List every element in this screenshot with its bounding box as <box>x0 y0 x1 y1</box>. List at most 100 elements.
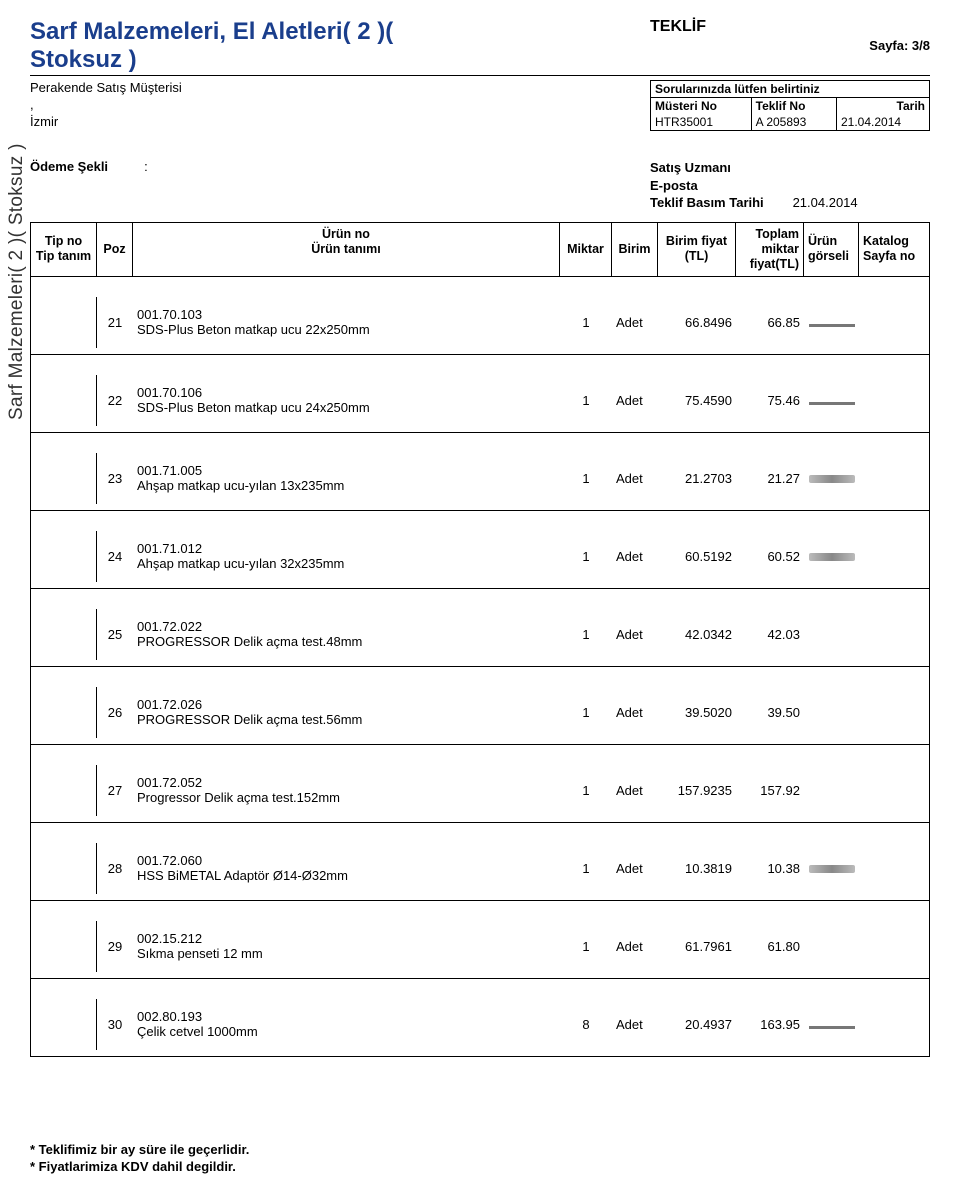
cell-katalog <box>859 788 929 792</box>
th-tip2: Tip tanım <box>36 249 91 264</box>
th-top1: Toplam <box>755 227 799 242</box>
footer-line2: * Fiyatlarimiza KDV dahil degildir. <box>30 1158 249 1176</box>
cell-birim-fiyat: 42.0342 <box>658 625 736 644</box>
product-image-icon <box>809 865 855 873</box>
divider <box>30 75 930 76</box>
cell-birim-fiyat: 60.5192 <box>658 547 736 566</box>
cell-gorsel <box>804 632 859 636</box>
cell-toplam: 61.80 <box>736 937 804 956</box>
customer-type: Perakende Satış Müşterisi <box>30 80 650 97</box>
cell-miktar: 1 <box>560 781 612 800</box>
v-teklif: A 205893 <box>752 114 837 130</box>
product-desc: Çelik cetvel 1000mm <box>137 1024 556 1039</box>
cell-tip <box>31 609 97 660</box>
cell-katalog <box>859 710 929 714</box>
product-code: 002.15.212 <box>137 931 556 946</box>
cell-urun: 002.80.193Çelik cetvel 1000mm <box>133 1007 560 1041</box>
cell-birim: Adet <box>612 547 658 566</box>
product-code: 001.72.052 <box>137 775 556 790</box>
cell-tip <box>31 921 97 972</box>
cell-tip <box>31 687 97 738</box>
product-image-icon <box>809 324 855 327</box>
basim-label: Teklif Basım Tarihi <box>650 195 764 210</box>
cell-birim-fiyat: 20.4937 <box>658 1015 736 1034</box>
product-code: 001.72.022 <box>137 619 556 634</box>
footer-notes: * Teklifimiz bir ay süre ile geçerlidir.… <box>30 1141 249 1176</box>
th-birim: Birim <box>619 242 651 257</box>
info-note: Sorularınızda lütfen belirtiniz <box>651 81 929 98</box>
table-body: 21001.70.103SDS-Plus Beton matkap ucu 22… <box>30 277 930 1057</box>
product-code: 001.70.103 <box>137 307 556 322</box>
cell-poz: 28 <box>97 859 133 878</box>
th-top2: miktar <box>761 242 799 257</box>
cell-katalog <box>859 944 929 948</box>
cell-gorsel <box>804 1015 859 1034</box>
info-box: Sorularınızda lütfen belirtiniz Müsteri … <box>650 80 930 131</box>
cell-tip <box>31 297 97 348</box>
cell-birim: Adet <box>612 937 658 956</box>
h-musteri: Müsteri No <box>651 98 752 114</box>
cell-urun: 001.72.026PROGRESSOR Delik açma test.56m… <box>133 695 560 729</box>
product-desc: SDS-Plus Beton matkap ucu 22x250mm <box>137 322 556 337</box>
cell-birim: Adet <box>612 703 658 722</box>
cell-miktar: 1 <box>560 469 612 488</box>
table-row: 22001.70.106SDS-Plus Beton matkap ucu 24… <box>30 355 930 433</box>
cell-gorsel <box>804 944 859 948</box>
cell-miktar: 1 <box>560 313 612 332</box>
cell-urun: 001.71.005Ahşap matkap ucu-yılan 13x235m… <box>133 461 560 495</box>
th-urun1: Ürün no <box>322 227 370 242</box>
cell-katalog <box>859 476 929 480</box>
cell-birim: Adet <box>612 859 658 878</box>
cell-gorsel <box>804 547 859 566</box>
cell-gorsel <box>804 313 859 332</box>
cell-gorsel <box>804 391 859 410</box>
cell-poz: 23 <box>97 469 133 488</box>
table-row: 29002.15.212Sıkma penseti 12 mm1Adet61.7… <box>30 901 930 979</box>
product-code: 002.80.193 <box>137 1009 556 1024</box>
h-teklif: Teklif No <box>752 98 837 114</box>
product-desc: HSS BiMETAL Adaptör Ø14-Ø32mm <box>137 868 556 883</box>
odeme-label: Ödeme Şekli <box>30 159 108 174</box>
cell-birim-fiyat: 10.3819 <box>658 859 736 878</box>
cell-gorsel <box>804 710 859 714</box>
cell-poz: 27 <box>97 781 133 800</box>
product-image-icon <box>809 1026 855 1029</box>
cell-poz: 30 <box>97 1015 133 1034</box>
th-gor1: Ürün <box>808 234 837 249</box>
cell-miktar: 1 <box>560 703 612 722</box>
cell-katalog <box>859 866 929 870</box>
cell-toplam: 39.50 <box>736 703 804 722</box>
cell-urun: 001.71.012Ahşap matkap ucu-yılan 32x235m… <box>133 539 560 573</box>
footer-line1: * Teklifimiz bir ay süre ile geçerlidir. <box>30 1141 249 1159</box>
product-desc: Ahşap matkap ucu-yılan 32x235mm <box>137 556 556 571</box>
cell-poz: 25 <box>97 625 133 644</box>
th-kat2: Sayfa no <box>863 249 915 264</box>
product-desc: SDS-Plus Beton matkap ucu 24x250mm <box>137 400 556 415</box>
cell-tip <box>31 375 97 426</box>
product-image-icon <box>809 553 855 561</box>
cell-birim: Adet <box>612 391 658 410</box>
cell-birim-fiyat: 61.7961 <box>658 937 736 956</box>
cell-birim: Adet <box>612 781 658 800</box>
cell-tip <box>31 765 97 816</box>
cell-urun: 001.72.052Progressor Delik açma test.152… <box>133 773 560 807</box>
cell-urun: 002.15.212Sıkma penseti 12 mm <box>133 929 560 963</box>
cell-birim-fiyat: 39.5020 <box>658 703 736 722</box>
cell-birim-fiyat: 21.2703 <box>658 469 736 488</box>
cell-miktar: 1 <box>560 547 612 566</box>
title-line2: Stoksuz ) <box>30 46 137 73</box>
table-row: 23001.71.005Ahşap matkap ucu-yılan 13x23… <box>30 433 930 511</box>
product-desc: PROGRESSOR Delik açma test.48mm <box>137 634 556 649</box>
th-poz: Poz <box>103 242 125 257</box>
cell-miktar: 8 <box>560 1015 612 1034</box>
v-tarih: 21.04.2014 <box>837 114 929 130</box>
product-desc: Sıkma penseti 12 mm <box>137 946 556 961</box>
h-tarih: Tarih <box>837 98 929 114</box>
comma: , <box>30 97 650 114</box>
cell-tip <box>31 999 97 1050</box>
cell-urun: 001.72.022PROGRESSOR Delik açma test.48m… <box>133 617 560 651</box>
product-desc: PROGRESSOR Delik açma test.56mm <box>137 712 556 727</box>
cell-miktar: 1 <box>560 859 612 878</box>
cell-toplam: 10.38 <box>736 859 804 878</box>
cell-toplam: 75.46 <box>736 391 804 410</box>
